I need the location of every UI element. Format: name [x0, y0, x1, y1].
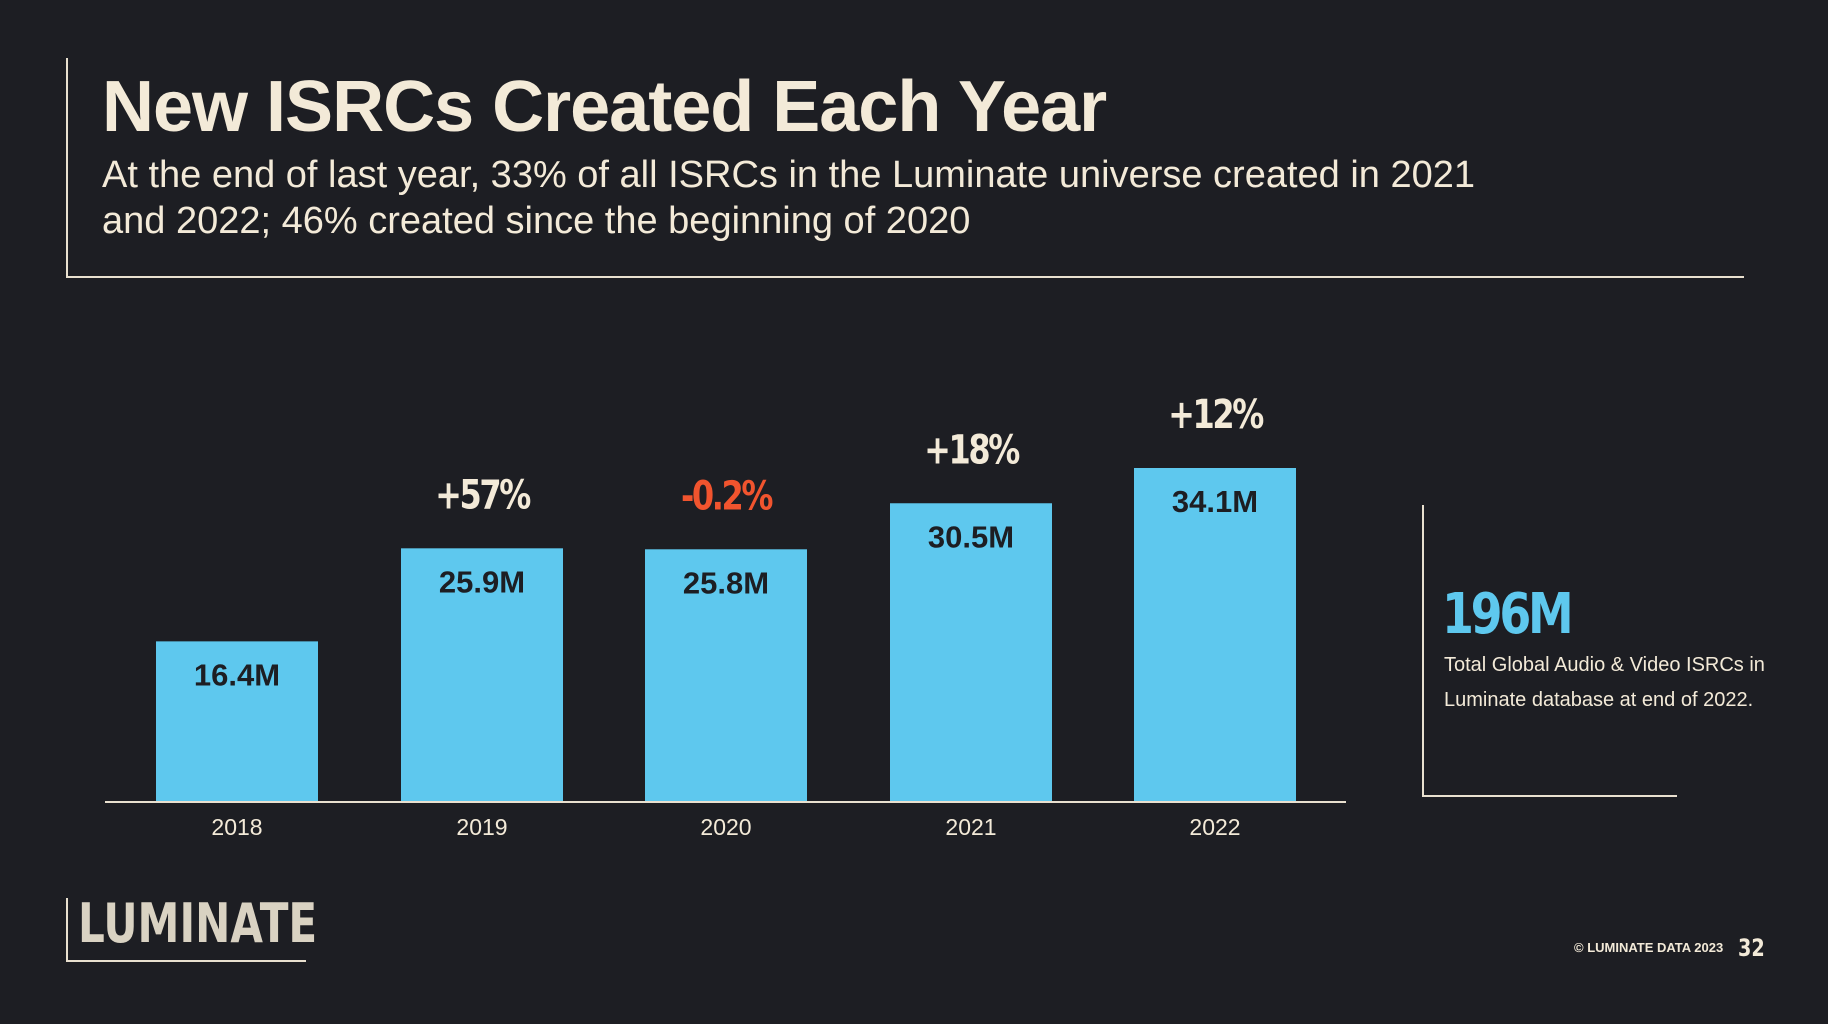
growth-label-2022: +12% — [1168, 390, 1264, 437]
page-number: 32 — [1738, 934, 1765, 962]
x-tick-2018: 2018 — [211, 814, 262, 840]
copyright-text: © LUMINATE DATA 2023 — [1574, 940, 1724, 955]
growth-label-2019: +57% — [435, 471, 531, 518]
bar-2022 — [1134, 468, 1296, 802]
x-tick-2019: 2019 — [456, 814, 507, 840]
callout-frame — [1422, 505, 1677, 797]
bar-2020 — [645, 549, 807, 802]
page-title: New ISRCs Created Each Year — [102, 67, 1107, 147]
value-label-2019: 25.9M — [439, 564, 525, 599]
value-label-2022: 34.1M — [1172, 484, 1258, 519]
callout-total-value: 196M — [1442, 582, 1574, 647]
bar-2021 — [890, 503, 1052, 802]
x-tick-2021: 2021 — [945, 814, 996, 840]
bar-2018 — [156, 641, 318, 802]
growth-label-2020: -0.2% — [681, 472, 773, 519]
value-label-2018: 16.4M — [194, 657, 280, 692]
luminate-logo: LUMINATE — [66, 897, 317, 962]
callout-description: Total Global Audio & Video ISRCs in Lumi… — [1444, 654, 1765, 711]
x-tick-2020: 2020 — [700, 814, 751, 840]
value-label-2021: 30.5M — [928, 519, 1014, 554]
bar-2019 — [401, 548, 563, 802]
title-frame — [66, 58, 1744, 278]
x-tick-2022: 2022 — [1189, 814, 1240, 840]
page-subtitle: At the end of last year, 33% of all ISRC… — [102, 154, 1476, 242]
value-label-2020: 25.8M — [683, 565, 769, 600]
growth-label-2021: +18% — [924, 426, 1020, 473]
logo-text: LUMINATE — [78, 892, 318, 955]
